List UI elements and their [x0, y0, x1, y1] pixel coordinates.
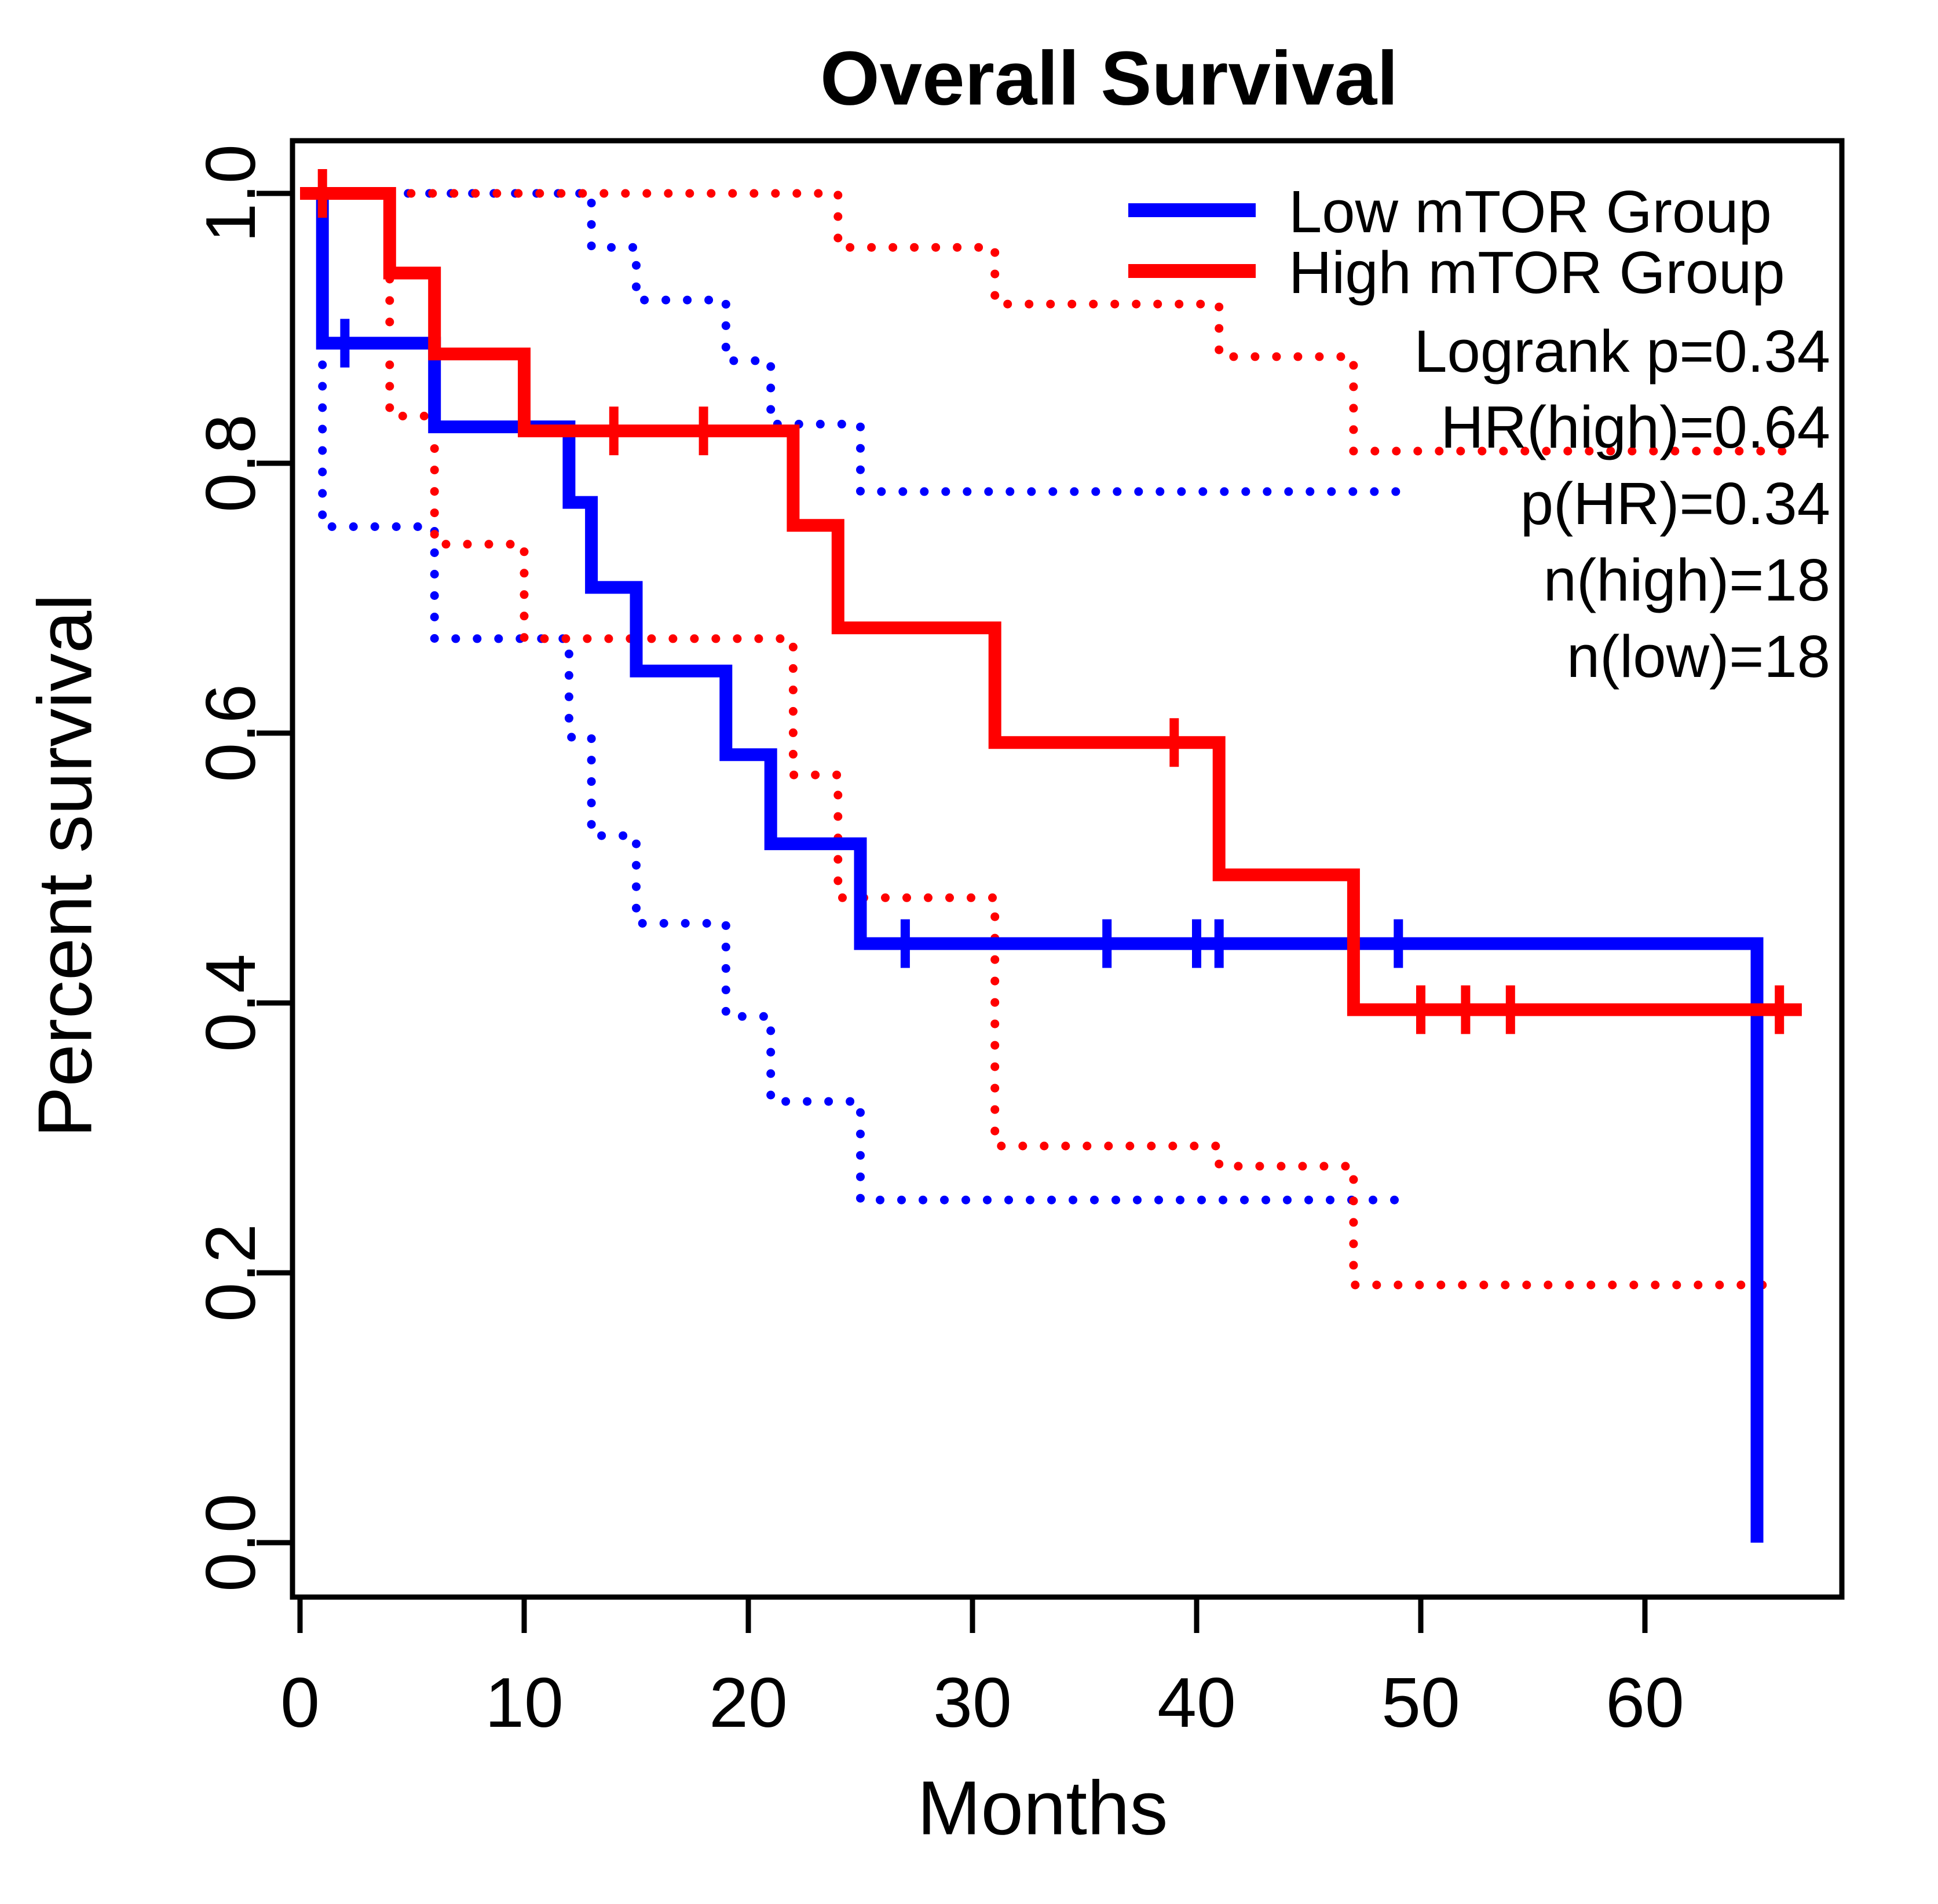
high-mtor-95-ci-lower	[385, 189, 1784, 1290]
x-tick-50: 50	[1381, 1663, 1460, 1742]
low-mtor-95-ci-upper	[318, 189, 1403, 496]
plot-box	[290, 138, 1845, 1600]
stat-n-high: n(high)=18	[1543, 547, 1830, 613]
y-tick-1.0: 1.0	[191, 144, 270, 243]
x-tick-30: 30	[933, 1663, 1012, 1742]
legend-label-high-mtor: High mTOR Group	[1289, 239, 1785, 306]
x-tick-0: 0	[280, 1663, 320, 1742]
y-tick-0.8: 0.8	[191, 414, 270, 512]
stat-n-low: n(low)=18	[1566, 623, 1830, 690]
stat-p-hr: p(HR)=0.34	[1520, 470, 1830, 537]
low-mtor-95-ci-lower	[318, 189, 1403, 1204]
x-tick-40: 40	[1157, 1663, 1236, 1742]
y-axis-label: Percent survival	[22, 594, 108, 1138]
x-tick-60: 60	[1606, 1663, 1684, 1742]
y-tick-0.2: 0.2	[191, 1224, 270, 1322]
x-tick-20: 20	[709, 1663, 788, 1742]
y-tick-0.0: 0.0	[191, 1493, 270, 1592]
y-tick-0.6: 0.6	[191, 684, 270, 782]
y-tick-0.4: 0.4	[191, 954, 270, 1052]
stat-hr-high: HR(high)=0.64	[1440, 394, 1830, 460]
x-tick-10: 10	[485, 1663, 564, 1742]
stat-logrank-p: Logrank p=0.34	[1414, 318, 1830, 385]
x-axis-label: Months	[917, 1765, 1168, 1851]
chart-title: Overall Survival	[820, 35, 1398, 121]
km-curve-high-mtor-group	[300, 187, 1802, 1016]
high-mtor-95-ci-upper	[385, 189, 1807, 456]
legend-label-low-mtor: Low mTOR Group	[1289, 178, 1772, 245]
